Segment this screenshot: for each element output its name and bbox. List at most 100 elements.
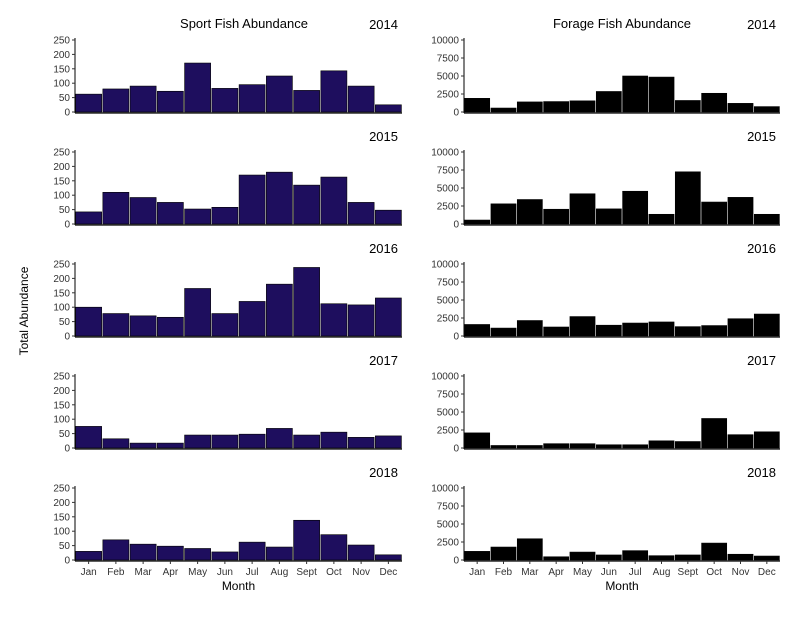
y-tick-label: 2500 xyxy=(437,538,460,549)
bar-jul xyxy=(622,322,649,337)
x-tick-label: Nov xyxy=(352,567,370,578)
bar-oct xyxy=(320,176,348,225)
y-tick-label: 10000 xyxy=(431,372,459,383)
y-tick-label: 7500 xyxy=(437,166,460,177)
bar-feb xyxy=(102,438,130,449)
bar-apr xyxy=(157,442,184,449)
y-tick-label: 200 xyxy=(53,50,70,61)
bar-mar xyxy=(129,315,157,337)
facet-year-label: 2014 xyxy=(369,17,398,32)
bar-jan xyxy=(464,98,491,113)
bar-may xyxy=(184,208,211,225)
bar-aug xyxy=(648,321,675,337)
bar-dec xyxy=(375,209,402,225)
x-tick-label: Mar xyxy=(135,567,153,578)
x-tick-label: Jan xyxy=(81,567,97,578)
bar-may xyxy=(184,288,211,337)
x-tick-label: Jul xyxy=(629,567,642,578)
y-tick-label: 5000 xyxy=(437,296,460,307)
bar-may xyxy=(184,548,211,561)
bar-may xyxy=(569,193,596,225)
bar-apr xyxy=(157,316,184,337)
y-tick-label: 7500 xyxy=(437,502,460,513)
facet-2018: 2018 0 2500 5000 7500 10000 Jan Feb Mar Apr May Jun… xyxy=(431,465,780,593)
y-tick-label: 100 xyxy=(53,303,70,314)
y-tick-label: 50 xyxy=(59,205,71,216)
y-tick-label: 10000 xyxy=(431,36,459,47)
y-tick-label: 150 xyxy=(53,64,70,75)
bar-oct xyxy=(320,431,348,449)
facet-2018: 2018 0 50 100 150 200 250 Jan Feb Mar Apr May Jun Jul… xyxy=(53,465,402,593)
x-axis-title: Month xyxy=(605,579,638,593)
facet-2017: 2017 0 50 100 150 200 250 xyxy=(53,353,402,455)
x-tick-label: May xyxy=(573,567,592,578)
y-tick-label: 250 xyxy=(53,484,70,495)
x-tick-label: Oct xyxy=(326,567,342,578)
x-tick-label: Feb xyxy=(495,567,513,578)
y-tick-label: 0 xyxy=(64,556,70,567)
bar-sept xyxy=(293,184,320,225)
x-tick-label: Apr xyxy=(163,567,179,578)
facet-2014: 2014 0 2500 5000 7500 10000 xyxy=(431,17,780,119)
bar-jan xyxy=(75,93,102,113)
bar-jun xyxy=(595,444,622,449)
bar-aug xyxy=(266,546,293,561)
bar-apr xyxy=(543,208,570,225)
y-tick-label: 250 xyxy=(53,372,70,383)
y-tick-label: 0 xyxy=(453,332,459,343)
bar-dec xyxy=(375,554,402,561)
y-tick-label: 0 xyxy=(64,332,70,343)
bar-mar xyxy=(129,543,157,561)
facet-2015: 2015 0 2500 5000 7500 10000 xyxy=(431,129,780,231)
facet-year-label: 2017 xyxy=(369,353,398,368)
facet-year-label: 2018 xyxy=(747,465,776,480)
bar-dec xyxy=(375,435,402,449)
bar-apr xyxy=(543,556,570,561)
bar-oct xyxy=(701,325,728,337)
bar-aug xyxy=(648,76,675,113)
bar-nov xyxy=(727,434,754,449)
facet-2016: 2016 0 50 100 150 200 250 xyxy=(53,241,402,343)
x-tick-label: Oct xyxy=(706,567,722,578)
bar-nov xyxy=(727,318,754,337)
bar-dec xyxy=(753,313,780,337)
facet-year-label: 2016 xyxy=(747,241,776,256)
y-tick-label: 50 xyxy=(59,541,71,552)
bar-nov xyxy=(347,304,375,337)
bar-nov xyxy=(347,202,375,225)
bar-dec xyxy=(375,104,402,113)
bar-dec xyxy=(753,213,780,225)
y-tick-label: 10000 xyxy=(431,484,459,495)
bar-jan xyxy=(75,211,102,225)
bar-jan xyxy=(464,219,491,225)
bar-sept xyxy=(674,441,701,449)
y-tick-label: 100 xyxy=(53,527,70,538)
bar-jun xyxy=(595,208,622,225)
bar-feb xyxy=(490,445,517,449)
panel-column-2: Forage Fish Abundance 2014 0 2500 5000 7500 10… xyxy=(431,16,780,593)
y-tick-label: 200 xyxy=(53,274,70,285)
bar-jun xyxy=(595,324,622,337)
y-tick-label: 100 xyxy=(53,191,70,202)
y-tick-label: 200 xyxy=(53,162,70,173)
x-tick-label: Jul xyxy=(246,567,259,578)
bar-jun xyxy=(595,554,622,561)
bar-feb xyxy=(490,203,517,225)
bar-dec xyxy=(753,431,780,449)
bar-may xyxy=(569,100,596,113)
y-tick-label: 50 xyxy=(59,429,71,440)
bar-jul xyxy=(238,541,266,561)
x-axis-title: Month xyxy=(222,579,255,593)
bar-sept xyxy=(293,434,320,449)
y-tick-label: 2500 xyxy=(437,314,460,325)
facet-2015: 2015 0 50 100 150 200 250 xyxy=(53,129,402,231)
bar-dec xyxy=(375,297,402,337)
y-tick-label: 200 xyxy=(53,498,70,509)
bar-mar xyxy=(516,320,543,337)
facet-year-label: 2014 xyxy=(747,17,776,32)
bar-may xyxy=(569,316,596,337)
y-tick-label: 0 xyxy=(453,444,459,455)
bar-aug xyxy=(266,428,293,449)
x-tick-label: Aug xyxy=(653,567,671,578)
